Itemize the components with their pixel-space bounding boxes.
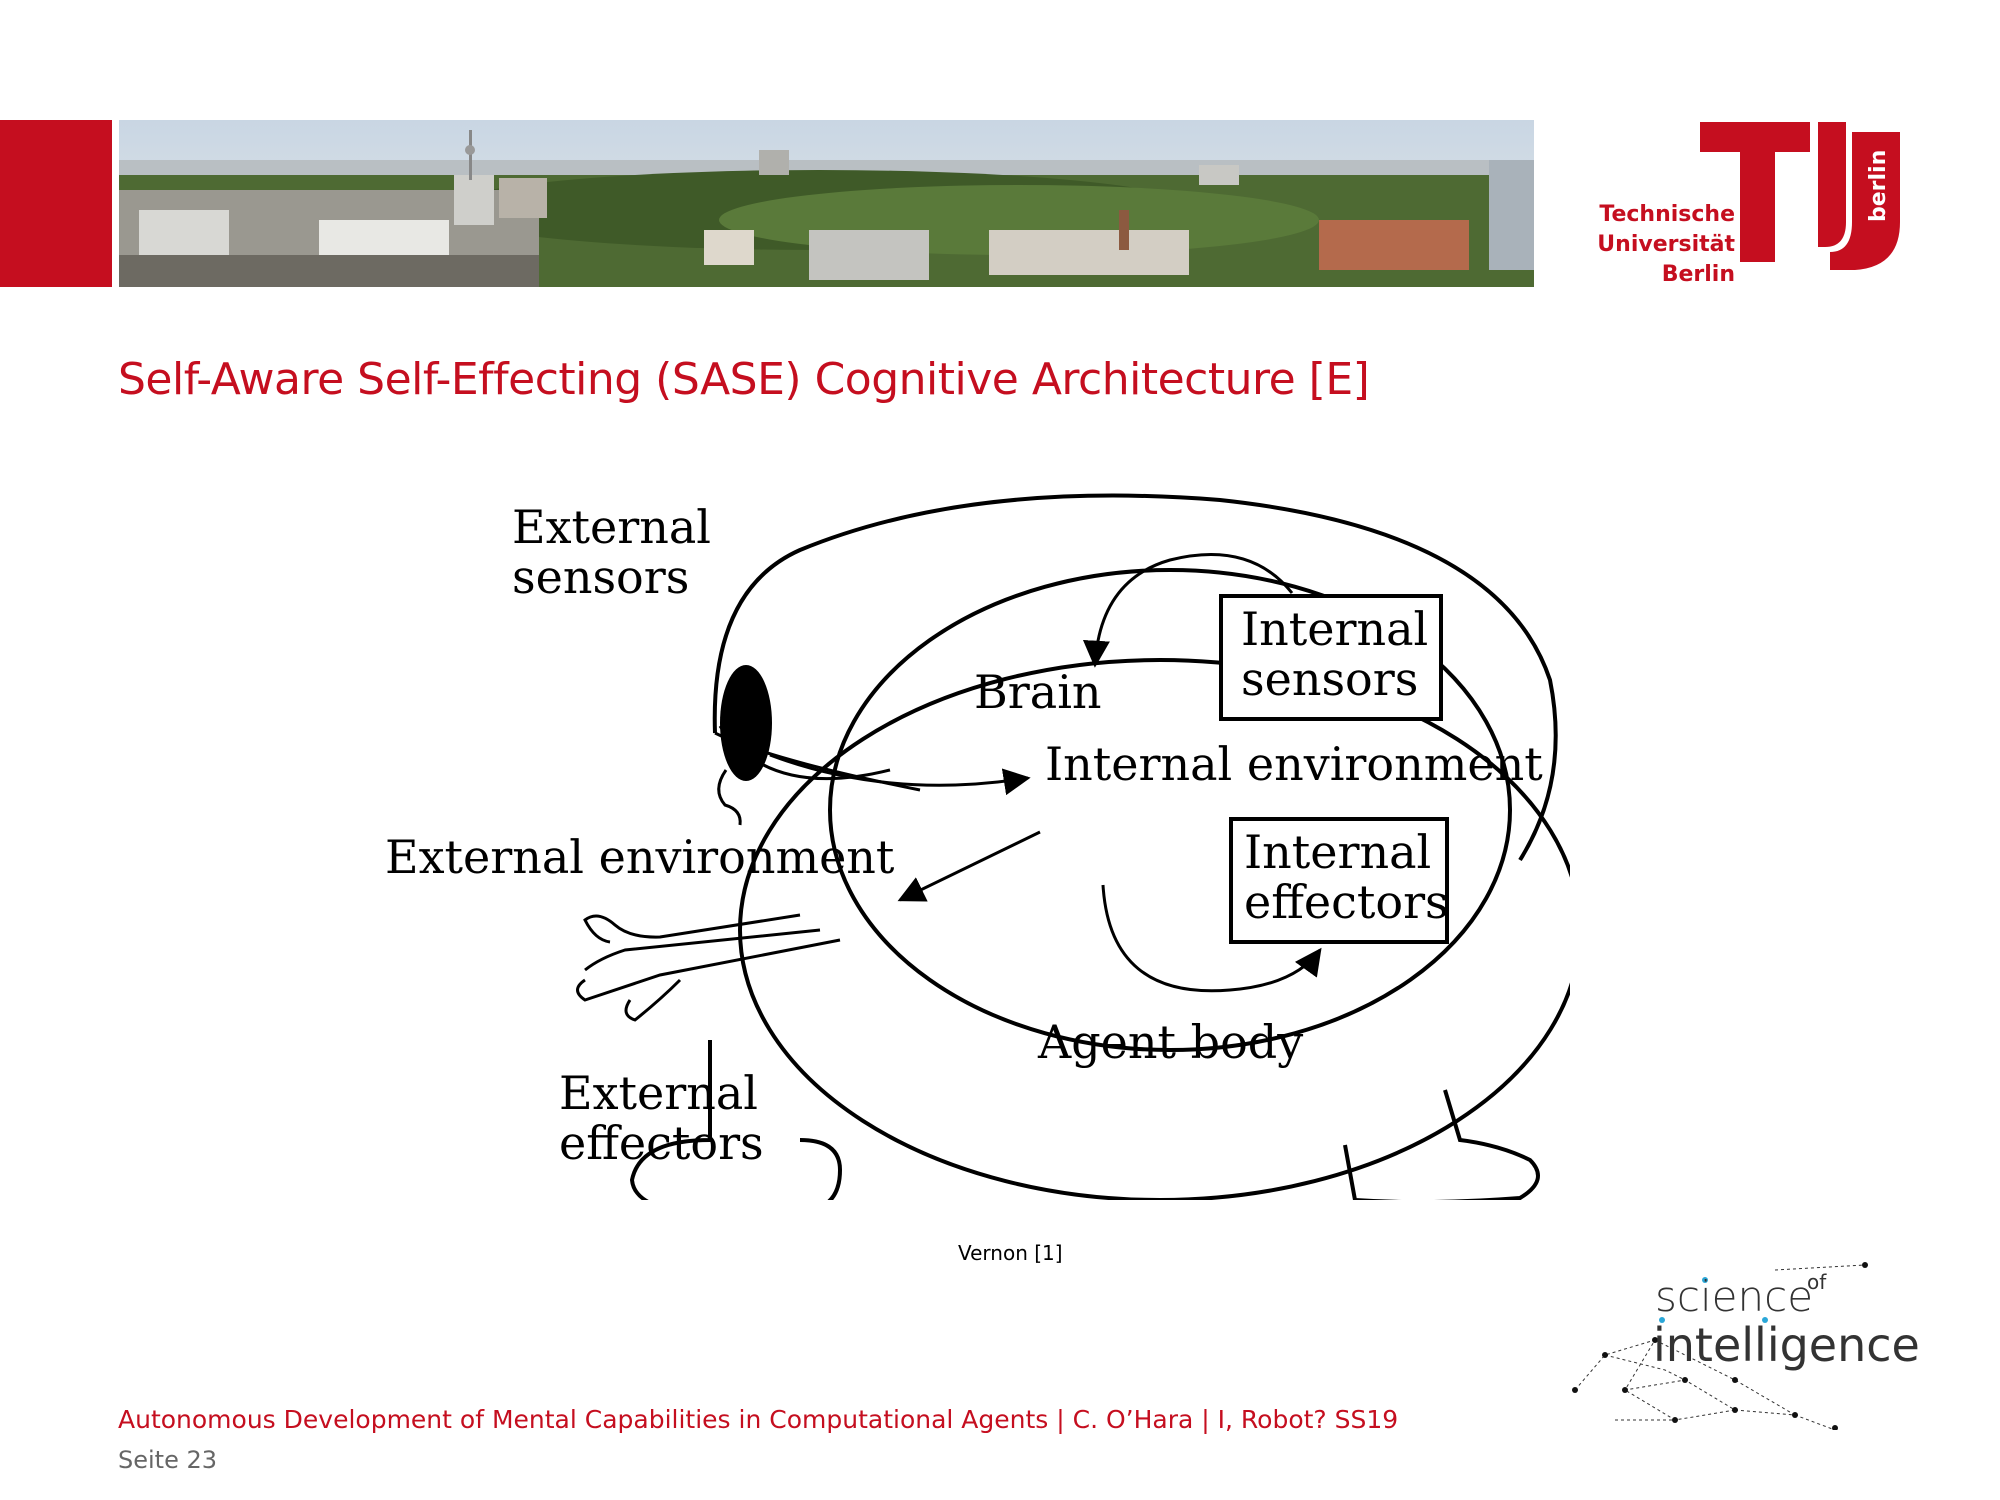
page-number: Seite 23 bbox=[118, 1446, 218, 1474]
internal-sensors-box bbox=[1219, 594, 1443, 721]
header-red-block bbox=[0, 120, 112, 287]
arm bbox=[576, 913, 841, 1022]
label-external-sensors-2: sensors bbox=[512, 550, 689, 604]
figure-caption: Vernon [1] bbox=[958, 1241, 1063, 1265]
right-leg bbox=[1343, 1089, 1540, 1205]
label-external-effectors-1: External bbox=[559, 1066, 758, 1120]
berlin-skyline-banner bbox=[119, 120, 1534, 287]
label-internal-effectors-2: effectors bbox=[1244, 875, 1449, 929]
label-internal-sensors-2: sensors bbox=[1241, 652, 1418, 706]
label-external-effectors-2: effectors bbox=[559, 1116, 764, 1170]
tu-berlin-logo: Technische Universität Berlin berlin bbox=[1580, 112, 1910, 302]
eye-shape bbox=[720, 665, 772, 781]
tu-line-3: Berlin bbox=[1661, 262, 1735, 287]
label-external-sensors-1: External bbox=[512, 500, 711, 554]
tu-line-2: Universität bbox=[1597, 232, 1735, 257]
slide-title: Self-Aware Self-Effecting (SASE) Cogniti… bbox=[118, 354, 1370, 405]
soi-word-science: science bbox=[1655, 1272, 1814, 1321]
internal-effectors-arrow bbox=[1101, 884, 1322, 993]
label-agent-body: Agent body bbox=[1037, 1015, 1303, 1069]
tu-line-1: Technische bbox=[1599, 202, 1735, 227]
label-internal-environment: Internal environment bbox=[1045, 737, 1543, 791]
science-of-intelligence-logo: science of intelligence bbox=[1565, 1260, 1920, 1430]
internal-environment-outline bbox=[828, 568, 1512, 1052]
soi-word-intelligence: intelligence bbox=[1653, 1318, 1920, 1372]
sase-architecture-diagram: External sensors Brain Internal sensors … bbox=[370, 480, 1582, 1218]
internal-effectors-box bbox=[1229, 817, 1449, 944]
tu-berlin-side-text: berlin bbox=[1866, 149, 1891, 222]
label-brain: Brain bbox=[974, 665, 1102, 719]
soi-word-of: of bbox=[1807, 1270, 1827, 1294]
brain-loop-arrow bbox=[1082, 553, 1294, 668]
tu-berlin-name: Technische Universität Berlin bbox=[1575, 200, 1735, 290]
label-internal-effectors-1: Internal bbox=[1244, 825, 1431, 879]
head-outline bbox=[712, 493, 1558, 862]
sensor-arrow bbox=[769, 753, 1031, 796]
effector-arrow bbox=[897, 830, 1041, 902]
footer-text: Autonomous Development of Mental Capabil… bbox=[118, 1405, 1399, 1434]
label-internal-sensors-1: Internal bbox=[1241, 602, 1428, 656]
label-external-environment: External environment bbox=[385, 830, 895, 884]
